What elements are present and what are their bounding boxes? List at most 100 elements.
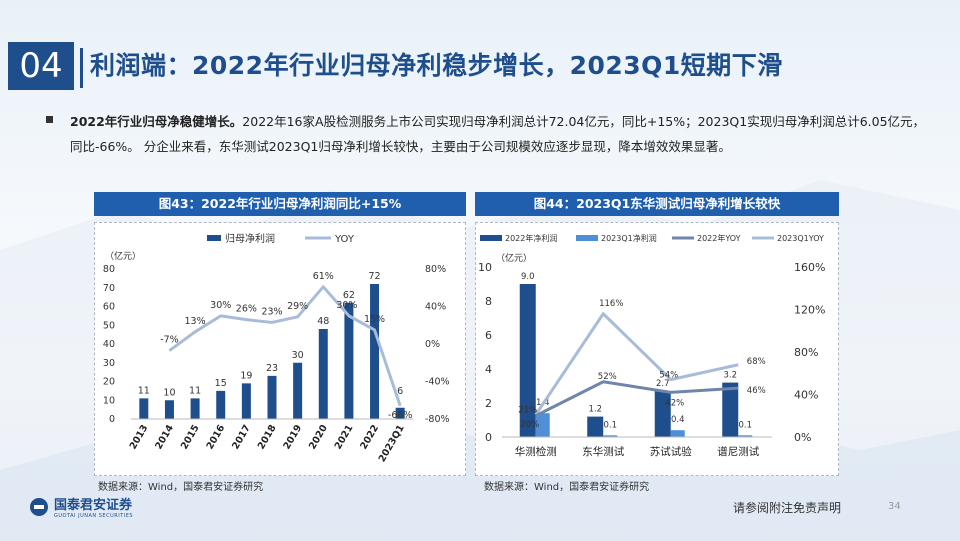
x-tick-label: 谱尼测试 xyxy=(717,445,759,458)
y-left-tick: 30 xyxy=(103,358,115,369)
y-left-tick: 50 xyxy=(103,320,115,331)
summary-paragraph: 2022年行业归母净稳健增长。2022年16家A股检测服务上市公司实现归母净利润… xyxy=(70,109,932,159)
bar xyxy=(370,284,380,419)
bar xyxy=(216,390,226,419)
logo-name-en: GUOTAI JUNAN SECURITIES xyxy=(54,513,134,519)
page-number: 34 xyxy=(888,501,901,512)
bar-2023q1 xyxy=(603,435,618,437)
bar-2022-label: 2.7 xyxy=(656,379,670,389)
yoy-2022-label: 46% xyxy=(747,386,766,396)
legend-label: 2023Q1YOY xyxy=(777,234,824,243)
bar xyxy=(395,407,405,419)
page-title: 利润端：2022年行业归母净利稳步增长，2023Q1短期下滑 xyxy=(90,51,783,80)
bar-value-label: 72 xyxy=(368,271,380,282)
bar-value-label: 15 xyxy=(215,378,227,389)
y-left-tick: 8 xyxy=(485,295,492,308)
yoy-value-label: 30% xyxy=(210,300,231,311)
y-right-tick: 80% xyxy=(425,264,446,275)
y-left-tick: 80 xyxy=(103,264,115,275)
x-tick-label: 东华测试 xyxy=(582,445,624,458)
bar-2023q1-label: 0.4 xyxy=(671,415,685,425)
x-tick-label: 2014 xyxy=(153,423,176,452)
y-left-tick: 10 xyxy=(478,261,492,274)
x-tick-label: 2016 xyxy=(205,423,228,452)
x-tick-label: 2023Q1 xyxy=(377,423,407,464)
bar-2022 xyxy=(587,416,604,437)
yoy-value-label: 61% xyxy=(313,271,334,282)
chart1-source: 数据来源：Wind，国泰君安证券研究 xyxy=(98,482,264,493)
y-left-tick: 6 xyxy=(485,329,492,342)
chart1-frame: 归母净利润 YOY （亿元） 80 70 60 50 40 30 20 10 0 80% 40% 0% -40… xyxy=(94,222,466,476)
bar xyxy=(344,302,354,419)
yoy-value-label: -66% xyxy=(388,410,413,421)
x-tick-label: 2022 xyxy=(358,423,381,451)
yoy-value-label: 30% xyxy=(336,300,357,311)
yoy-value-label: 13% xyxy=(185,316,206,327)
y-left-tick: 60 xyxy=(103,302,115,313)
y-left-tick: 0 xyxy=(109,414,115,425)
bar-value-label: 10 xyxy=(163,387,175,398)
y-right-tick: 0% xyxy=(794,431,811,444)
company-logo: 国泰君安证券 GUOTAI JUNAN SECURITIES xyxy=(30,494,133,519)
legend-label: 2023Q1净利润 xyxy=(601,233,657,243)
yoy-value-label: 15% xyxy=(364,314,385,325)
legend-swatch-bar xyxy=(576,235,598,241)
chart1-title: 图43：2022年行业归母净利润同比+15% xyxy=(94,192,466,216)
bar xyxy=(139,398,149,419)
yoy-2022-label: 52% xyxy=(598,372,617,382)
y-left-tick: 40 xyxy=(103,339,115,350)
y-unit-label: （亿元） xyxy=(105,250,141,262)
y-right-tick: -40% xyxy=(425,377,450,388)
y-left-tick: 0 xyxy=(485,431,492,444)
disclaimer-link[interactable]: 请参阅附注免责声明 xyxy=(733,501,842,515)
yoy-value-label: -7% xyxy=(160,335,179,346)
y-left-tick: 4 xyxy=(485,363,492,376)
x-tick-label: 2013 xyxy=(128,423,151,451)
yoy-2023q1-label: 21% xyxy=(518,406,537,416)
bar-2022 xyxy=(519,284,536,437)
y-right-tick: 40% xyxy=(794,389,818,402)
yoy-2023q1-label: 54% xyxy=(659,371,678,381)
bar-value-label: 11 xyxy=(189,385,201,396)
yoy-value-label: 29% xyxy=(287,301,308,312)
summary-text: 2022年16家A股检测服务上市公司实现归母净利润总计72.04亿元，同比+15… xyxy=(70,114,926,154)
legend-label: YOY xyxy=(334,234,355,245)
y-right-tick: 80% xyxy=(794,346,818,359)
yoy-2022-label: 20% xyxy=(520,420,539,430)
chart2-svg: 2022年净利润 2023Q1净利润 2022年YOY 2023Q1YOY （亿元） 10… xyxy=(478,233,825,458)
bar-value-label: 19 xyxy=(240,370,252,381)
bullet-square-icon xyxy=(46,116,53,123)
x-tick-label: 2015 xyxy=(179,423,202,451)
y-right-tick: 120% xyxy=(794,304,825,317)
bar-2022 xyxy=(654,391,671,437)
legend-label: 2022年净利润 xyxy=(505,233,557,243)
bar-2023q1 xyxy=(670,430,685,437)
y-right-tick: 40% xyxy=(425,302,446,313)
y-left-tick: 20 xyxy=(103,377,115,388)
yoy-value-label: 26% xyxy=(236,304,257,315)
y-left-tick: 2 xyxy=(485,397,492,410)
y-right-tick: -80% xyxy=(425,414,450,425)
x-tick-label: 2018 xyxy=(256,423,279,452)
chart2-frame: 2022年净利润 2023Q1净利润 2022年YOY 2023Q1YOY （亿元） 10… xyxy=(475,222,839,476)
x-tick-label: 2019 xyxy=(281,423,304,451)
legend-swatch-bar xyxy=(480,235,502,241)
x-tick-label: 2017 xyxy=(230,423,253,451)
yoy-2023q1-label: 68% xyxy=(747,357,766,367)
bar-value-label: 48 xyxy=(317,316,329,327)
y-left-tick: 10 xyxy=(103,395,115,406)
bar-value-label: 11 xyxy=(138,385,150,396)
yoy-2022-label: 42% xyxy=(665,398,684,408)
bar-value-label: 62 xyxy=(343,290,355,301)
logo-mark-icon xyxy=(30,497,48,516)
bar xyxy=(293,362,303,419)
logo-name-cn: 国泰君安证券 xyxy=(54,498,133,513)
x-tick-label: 华测检测 xyxy=(515,445,557,458)
bar-2023q1 xyxy=(738,435,753,437)
bar-value-label: 6 xyxy=(397,386,403,397)
legend-label: 2022年YOY xyxy=(697,233,741,243)
title-divider xyxy=(80,48,83,88)
bar-value-label: 30 xyxy=(292,350,304,361)
bar-2023q1 xyxy=(535,413,550,437)
bar-2023q1-label: 0.1 xyxy=(738,420,752,430)
